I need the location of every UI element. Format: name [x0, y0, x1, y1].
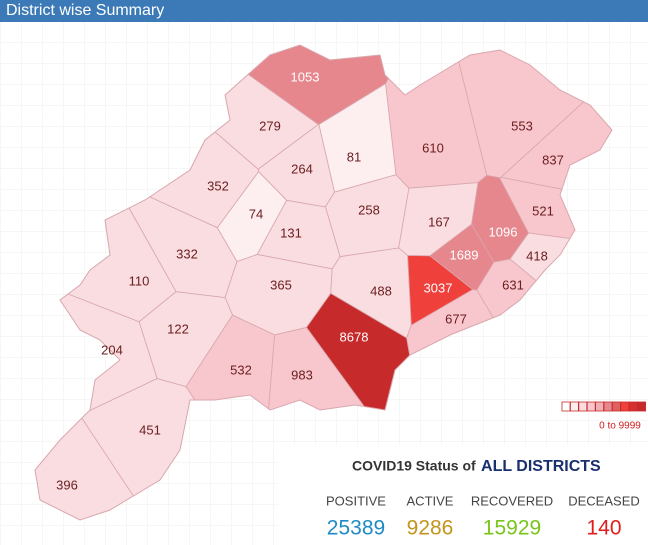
district-value: 1096: [489, 224, 518, 239]
status-label: POSITIVE: [326, 493, 386, 508]
district-value: 81: [347, 149, 361, 164]
district-value: 8678: [340, 329, 369, 344]
status-label: RECOVERED: [471, 493, 553, 508]
district-value: 131: [280, 225, 302, 240]
legend-swatch: [603, 401, 613, 412]
district-value: 110: [129, 273, 150, 288]
district-value: 1053: [291, 69, 320, 84]
district-value: 631: [502, 277, 524, 292]
legend-swatch: [570, 401, 579, 412]
header-bar: [0, 0, 648, 22]
district-value: 352: [207, 178, 229, 193]
district-value: 451: [139, 422, 161, 437]
legend-swatch: [561, 401, 571, 412]
district-value: 837: [542, 152, 564, 167]
district-value: 418: [526, 248, 548, 263]
district-value: 122: [167, 321, 189, 336]
legend-swatch: [637, 401, 646, 412]
district-value: 74: [249, 206, 263, 221]
status-value: 25389: [327, 517, 385, 540]
district-value: 1689: [450, 247, 479, 262]
district-value: 167: [428, 214, 450, 229]
state-outline: [34, 44, 613, 521]
legend-swatch: [586, 401, 596, 412]
district-value: 983: [291, 367, 313, 382]
district-value: 258: [358, 202, 380, 217]
legend: [561, 401, 646, 412]
status-value: 9286: [407, 517, 454, 540]
status-items: POSITIVE 25389 ACTIVE 9286 RECOVERED 15929 DEC…: [326, 493, 640, 539]
district-value: 365: [270, 277, 292, 292]
district-value: 3037: [424, 280, 453, 295]
legend-swatch: [620, 401, 630, 412]
legend-swatch: [578, 401, 588, 412]
status-panel: [278, 445, 648, 545]
status-value: 140: [586, 517, 621, 540]
legend-swatch: [595, 401, 604, 412]
district-value: 610: [422, 140, 444, 155]
status-highlight: ALL DISTRICTS: [481, 458, 601, 475]
district-value: 279: [259, 118, 281, 133]
legend-swatch: [628, 401, 638, 412]
district-value: 553: [511, 118, 533, 133]
district-value: 396: [56, 477, 78, 492]
district-labels: 1053 279 553 610 81 264 837 352 74 258 167 521 1096 1…: [56, 69, 564, 492]
district-value: 264: [291, 161, 313, 176]
district-value: 677: [445, 311, 467, 326]
district-value: 332: [176, 246, 198, 261]
district-value: 488: [370, 283, 392, 298]
header-title: District wise Summary: [6, 2, 164, 19]
legend-swatch: [612, 401, 621, 412]
status-label: DECEASED: [568, 493, 640, 508]
status-title: COVID19 Status of: [352, 458, 476, 474]
district-value: 521: [532, 203, 554, 218]
status-value: 15929: [483, 517, 541, 540]
legend-label: 0 to 9999: [599, 421, 641, 432]
district-value: 204: [101, 342, 123, 357]
status-label: ACTIVE: [407, 493, 454, 508]
district-value: 532: [230, 362, 252, 377]
